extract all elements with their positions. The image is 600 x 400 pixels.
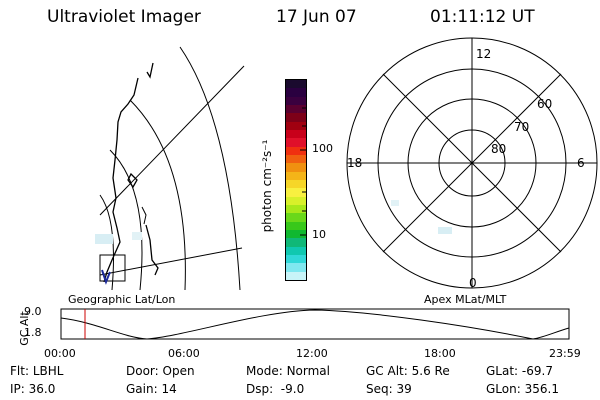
colorbar <box>285 79 307 281</box>
colorbar-segment <box>286 213 306 222</box>
geo-panel-label: Geographic Lat/Lon <box>68 293 176 306</box>
instrument-title: Ultraviolet Imager <box>47 7 201 27</box>
colorbar-segment <box>286 80 306 89</box>
filter-status: Flt: LBHL <box>10 364 64 378</box>
colorbar-unit-label: photon cm⁻²s⁻¹ <box>260 139 274 233</box>
colorbar-tick-100: 100 <box>312 142 333 155</box>
colorbar-segment <box>286 238 306 247</box>
colorbar-segment <box>286 263 306 272</box>
colorbar-tick-10: 10 <box>312 228 326 241</box>
colorbar-segment <box>286 188 306 197</box>
colorbar-segment <box>286 113 306 122</box>
colorbar-segment <box>286 138 306 147</box>
mlat-label-80: 80 <box>491 142 507 156</box>
mlt-label-0: 0 <box>469 276 477 290</box>
colorbar-segment <box>286 271 306 280</box>
altitude-xtick-1800: 18:00 <box>424 347 456 360</box>
glat-status: GLat: -69.7 <box>486 364 553 378</box>
colorbar-segment <box>286 154 306 164</box>
colorbar-segment <box>286 104 306 114</box>
mlt-label-18: 18 <box>347 156 363 170</box>
colorbar-segment <box>286 171 306 180</box>
colorbar-segment <box>286 179 306 189</box>
mode-status: Mode: Normal <box>246 364 330 378</box>
colorbar-segment <box>286 246 306 255</box>
dsp-status: Dsp: -9.0 <box>246 382 305 396</box>
gcalt-status: GC Alt: 5.6 Re <box>366 364 450 378</box>
altitude-xtick-1200: 12:00 <box>296 347 328 360</box>
mlat-label-70: 70 <box>514 120 530 134</box>
mlat-label-60: 60 <box>537 97 553 111</box>
colorbar-segment <box>286 204 306 214</box>
observation-time: 01:11:12 UT <box>430 7 535 27</box>
colorbar-segment <box>286 196 306 205</box>
colorbar-segment <box>286 96 306 105</box>
altitude-xtick-0600: 06:00 <box>168 347 200 360</box>
observation-date: 17 Jun 07 <box>276 7 357 27</box>
altitude-ytick-1-8: 1.8 <box>24 326 42 339</box>
ip-status: IP: 36.0 <box>10 382 56 396</box>
colorbar-segment <box>286 146 306 155</box>
altitude-xtick-0000: 00:00 <box>44 347 76 360</box>
mlt-label-12: 12 <box>476 47 492 61</box>
apex-panel-label: Apex MLat/MLT <box>424 293 507 306</box>
glon-status: GLon: 356.1 <box>486 382 559 396</box>
colorbar-segment <box>286 254 306 264</box>
mlt-label-6: 6 <box>577 156 585 170</box>
colorbar-segment <box>286 229 306 239</box>
gain-status: Gain: 14 <box>126 382 177 396</box>
door-status: Door: Open <box>126 364 195 378</box>
colorbar-segment <box>286 163 306 172</box>
colorbar-segment <box>286 88 306 97</box>
colorbar-segment <box>286 129 306 139</box>
seq-status: Seq: 39 <box>366 382 412 396</box>
colorbar-segment <box>286 121 306 130</box>
altitude-ytick-9: 9.0 <box>24 305 42 318</box>
colorbar-segment <box>286 221 306 230</box>
altitude-xtick-2359: 23:59 <box>549 347 581 360</box>
